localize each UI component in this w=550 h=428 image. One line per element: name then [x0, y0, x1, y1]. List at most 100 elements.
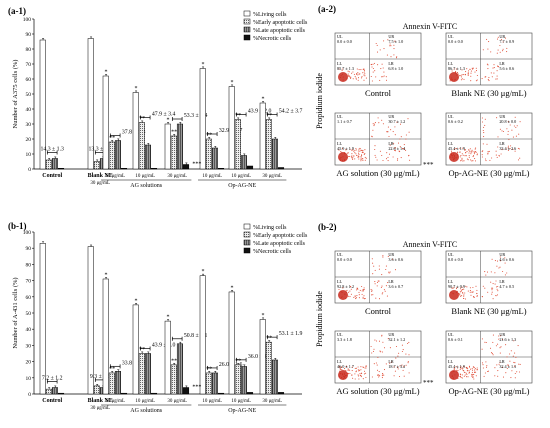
scatter-dot	[497, 290, 499, 292]
scatter-dot	[359, 369, 361, 371]
scatter-dot	[408, 154, 410, 156]
scatter-dot	[509, 360, 511, 362]
scatter-dot	[460, 75, 462, 77]
scatter-dot	[502, 50, 504, 52]
scatter-dot	[400, 136, 402, 138]
x-category-label: 30 μg/mL	[167, 174, 187, 179]
significance-star: *	[202, 269, 205, 275]
scatter-dot	[496, 38, 499, 40]
scatter-dot	[394, 126, 396, 128]
quadrant-value-lr: 32.4 ± 1.3	[499, 364, 516, 369]
scatter-dot	[486, 38, 488, 40]
scatter-dot	[517, 345, 519, 347]
scatter-dot	[493, 67, 495, 69]
quadrant-name-ul: UL	[448, 252, 454, 257]
scatter-dot	[465, 285, 467, 287]
scatter-dot	[470, 153, 472, 155]
bar-earlyapoptoticcells	[205, 372, 212, 395]
scatter-dot	[372, 262, 374, 264]
scatter-dot	[461, 368, 463, 370]
scatter-dot	[491, 287, 493, 289]
bar-livingcells	[132, 92, 139, 170]
scatter-dot	[407, 342, 409, 345]
significance-star: ***	[192, 162, 201, 168]
scatter-dot	[390, 56, 392, 58]
scatter-dot	[463, 297, 465, 299]
y-tick-label: 70	[26, 279, 32, 285]
scatter-dot	[371, 376, 373, 378]
significance-star: *	[231, 285, 234, 291]
x-category-label: 30 μg/mL	[262, 174, 282, 179]
scatter-dot	[381, 63, 383, 65]
scatter-dot	[351, 72, 353, 74]
scatter-dot	[505, 148, 507, 150]
scatter-dot	[380, 68, 382, 70]
scatter-dot	[350, 286, 352, 288]
scatter-dot	[371, 80, 373, 82]
scatter-dot	[355, 73, 358, 75]
scatter-dot	[487, 48, 489, 50]
scatter-dot	[471, 67, 473, 69]
y-tick-label: 60	[26, 295, 32, 301]
scatter-dot	[485, 274, 487, 276]
scatter-dot	[476, 79, 478, 81]
scatter-dot	[357, 74, 359, 76]
scatter-dot	[351, 156, 353, 158]
scatter-dot	[359, 73, 361, 75]
scatter-dot	[496, 286, 498, 288]
scatter-dot	[461, 377, 463, 379]
scatter-dot	[495, 150, 497, 152]
quadrant-value-ll: 86.7 ± 1.3	[448, 66, 465, 71]
scatter-dot	[459, 151, 461, 153]
y-tick-label: 40	[26, 327, 32, 333]
scatter-dot	[378, 298, 381, 300]
bar-necroticcells	[218, 168, 225, 170]
scatter-dot	[351, 153, 353, 155]
quadrant-value-ul: 0.6 ± 0.2	[448, 119, 463, 124]
scatter-dot	[339, 367, 341, 369]
scatter-dot	[453, 367, 455, 369]
scatter-dot	[399, 146, 401, 148]
y-tick-label: 40	[26, 107, 32, 113]
scatter-dot	[468, 372, 470, 374]
scatter-dot	[468, 154, 470, 157]
flow-x-axis-label: Annexin V-FITC	[403, 240, 457, 249]
significance-star: ***	[192, 385, 201, 391]
bar-livingcells	[199, 275, 206, 395]
quadrant-name-ur: UR	[388, 34, 394, 39]
scatter-dot	[501, 366, 503, 368]
scatter-dot	[471, 373, 473, 375]
scatter-dot	[359, 373, 361, 375]
y-tick-label: 20	[26, 137, 32, 143]
scatter-dot	[496, 156, 498, 158]
significance-star: *	[167, 118, 170, 124]
scatter-dot	[385, 363, 387, 365]
scatter-dot	[371, 289, 373, 291]
scatter-dot	[357, 79, 359, 81]
scatter-dot	[362, 159, 364, 161]
scatter-dot	[506, 367, 508, 370]
scatter-dot	[507, 147, 509, 149]
quadrant-value-ul: 0.0 ± 0.0	[337, 257, 352, 262]
scatter-dot	[474, 158, 476, 160]
scatter-dot	[362, 72, 364, 74]
scatter-dot	[462, 367, 464, 369]
scatter-dot	[381, 373, 384, 375]
scatter-dot	[370, 294, 373, 296]
scatter-dot	[472, 156, 474, 158]
scatter-dot	[364, 297, 366, 300]
scatter-dot	[349, 296, 351, 298]
scatter-dot	[497, 136, 499, 138]
scatter-dot	[500, 335, 502, 337]
scatter-dot	[378, 122, 380, 124]
scatter-dot	[456, 286, 458, 289]
quadrant-name-ur: UR	[388, 332, 394, 337]
scatter-dot	[338, 365, 340, 367]
scatter-dot	[497, 370, 499, 372]
scatter-dot	[515, 356, 517, 358]
scatter-dot	[374, 70, 376, 72]
legend-swatch	[243, 10, 251, 17]
bar-necroticcells	[247, 392, 254, 395]
scatter-dot	[461, 286, 463, 288]
